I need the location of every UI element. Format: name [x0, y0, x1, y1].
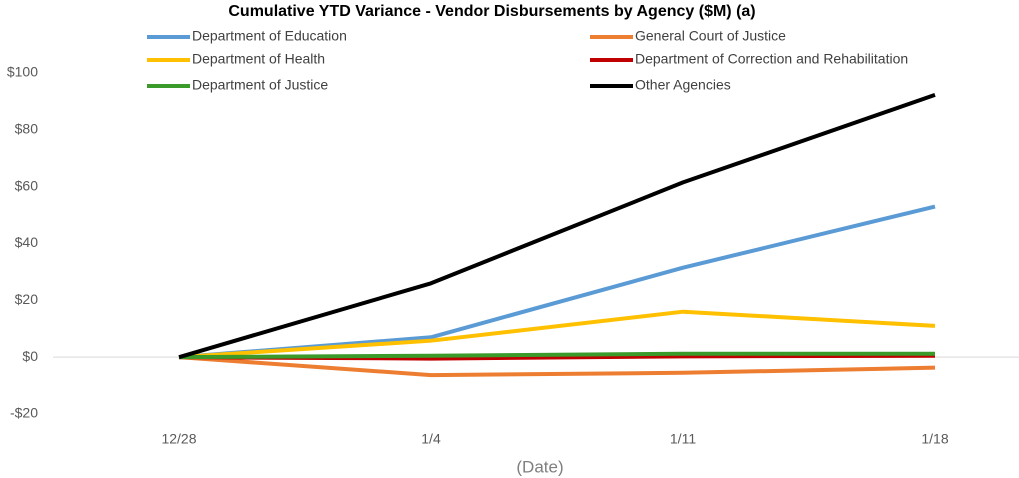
x-tick-label: 1/4 [421, 431, 441, 447]
y-tick-label: $80 [15, 121, 39, 137]
x-axis-label: (Date) [516, 457, 563, 476]
series-line [178, 351, 935, 360]
series-line [178, 204, 936, 360]
x-tick-label: 1/18 [921, 431, 948, 447]
y-tick-label: $0 [22, 348, 38, 364]
series-line [178, 355, 936, 378]
x-tick-label: 1/11 [670, 431, 696, 447]
series-line [178, 309, 936, 360]
legend-label: General Court of Justice [635, 28, 786, 44]
legend-label: Department of Health [192, 51, 325, 67]
series-line [178, 92, 936, 360]
y-tick-label: $40 [15, 234, 39, 250]
legend-label: Department of Justice [192, 77, 328, 93]
legend-label: Other Agencies [635, 77, 731, 93]
y-tick-label: $60 [15, 177, 39, 193]
y-tick-label: $100 [7, 64, 38, 80]
y-tick-label: -$20 [10, 405, 38, 421]
legend-label: Department of Correction and Rehabilitat… [635, 51, 908, 67]
chart-title: Cumulative YTD Variance - Vendor Disburs… [228, 3, 755, 20]
y-tick-label: $20 [15, 291, 39, 307]
x-tick-label: 12/28 [161, 431, 196, 447]
legend-label: Department of Education [192, 28, 347, 44]
